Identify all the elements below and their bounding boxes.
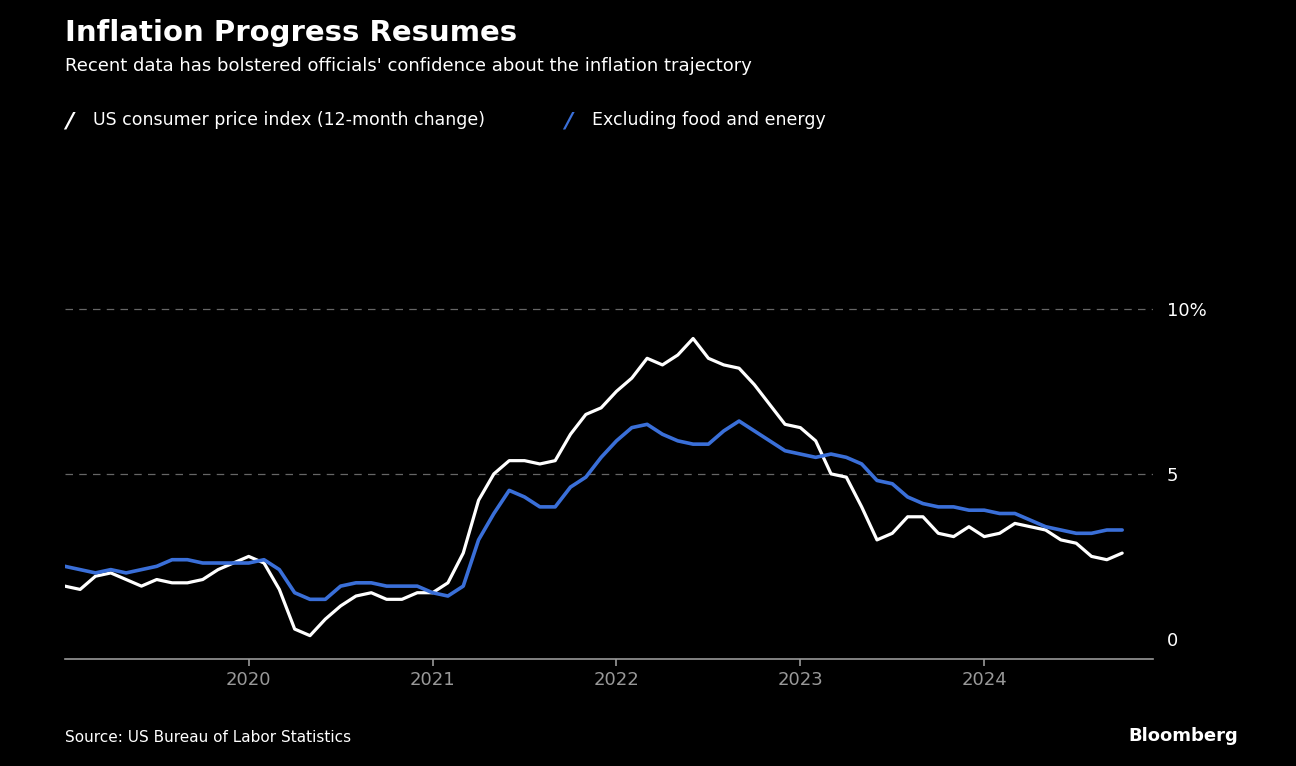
Text: Inflation Progress Resumes: Inflation Progress Resumes [65, 19, 517, 47]
Text: /: / [65, 111, 73, 131]
Text: Source: US Bureau of Labor Statistics: Source: US Bureau of Labor Statistics [65, 729, 351, 745]
Text: Bloomberg: Bloomberg [1128, 727, 1238, 745]
Text: /: / [564, 111, 572, 131]
Text: US consumer price index (12-month change): US consumer price index (12-month change… [93, 111, 485, 129]
Text: Excluding food and energy: Excluding food and energy [592, 111, 826, 129]
Text: Recent data has bolstered officials' confidence about the inflation trajectory: Recent data has bolstered officials' con… [65, 57, 752, 75]
